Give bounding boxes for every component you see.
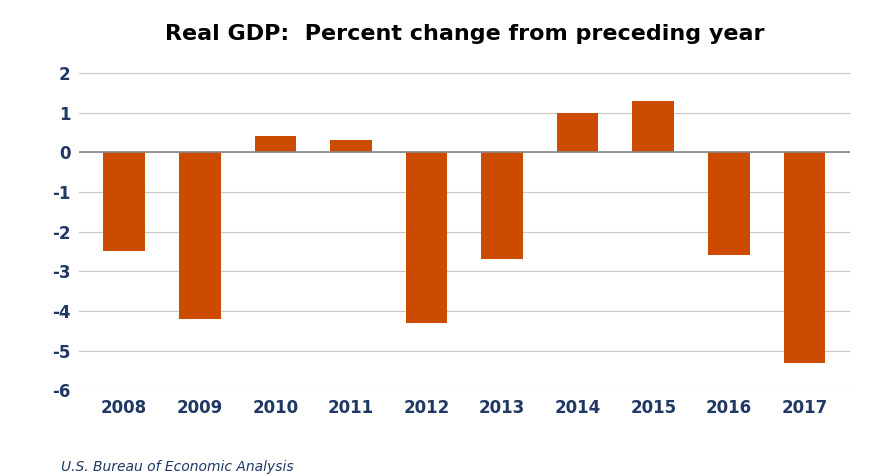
Bar — [784, 152, 825, 363]
Bar — [255, 137, 296, 152]
Title: Real GDP:  Percent change from preceding year: Real GDP: Percent change from preceding … — [165, 24, 764, 44]
Bar — [557, 113, 598, 152]
Bar — [632, 101, 674, 152]
Bar — [708, 152, 750, 256]
Bar — [406, 152, 448, 323]
Text: U.S. Bureau of Economic Analysis: U.S. Bureau of Economic Analysis — [61, 460, 294, 474]
Bar — [179, 152, 221, 319]
Bar — [103, 152, 145, 251]
Bar — [481, 152, 523, 259]
Bar — [330, 140, 371, 152]
